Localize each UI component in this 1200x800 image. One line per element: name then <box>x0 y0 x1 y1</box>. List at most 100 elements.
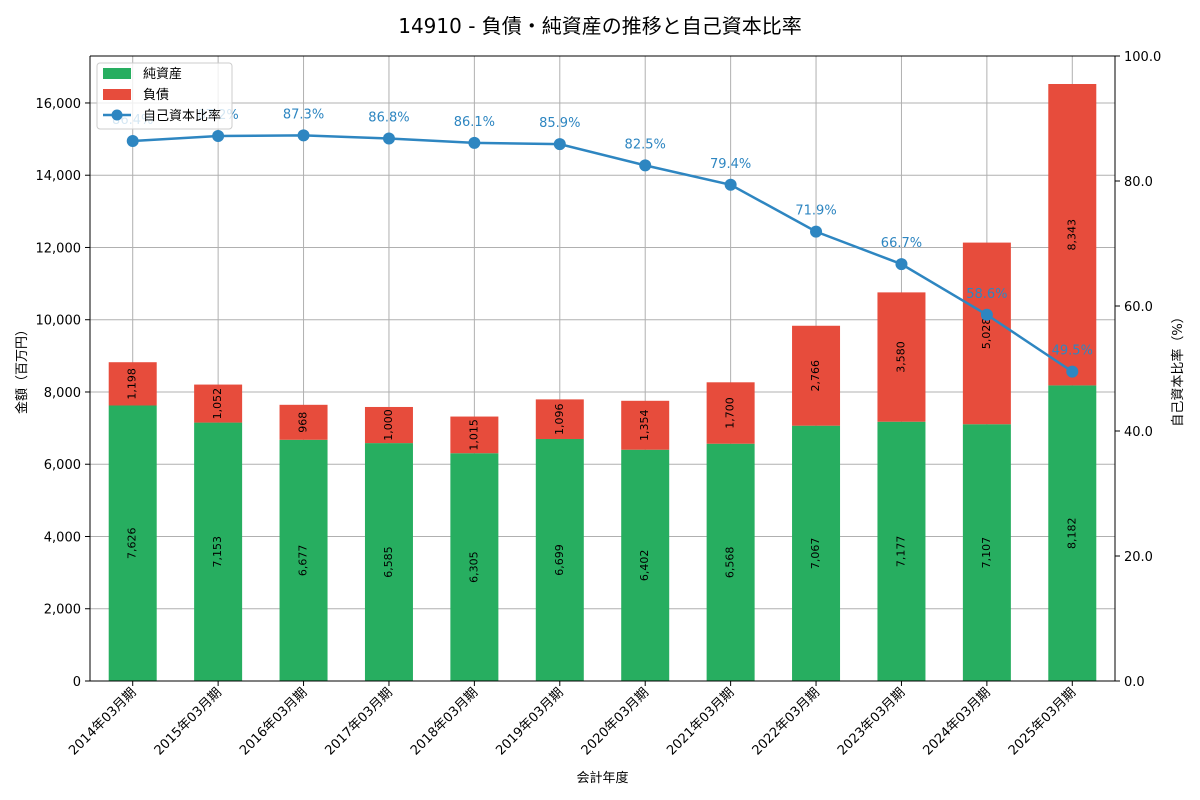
ratio-point <box>724 178 737 191</box>
legend-label-debt: 負債 <box>143 88 169 103</box>
x-tick-label: 2024年03月期 <box>920 685 993 758</box>
y-tick-label: 6,000 <box>44 458 81 473</box>
x-tick-label: 2018年03月期 <box>408 685 481 758</box>
bar-debt <box>108 362 157 406</box>
bar-equity <box>962 424 1011 681</box>
y-tick-label: 2,000 <box>44 603 81 618</box>
bar-label-debt: 1,096 <box>553 403 566 435</box>
bar-debt <box>450 416 499 454</box>
bar-equity <box>194 422 243 681</box>
bar-label-equity: 6,402 <box>638 550 651 582</box>
bar-equity <box>450 453 499 681</box>
bar-debt <box>535 399 584 439</box>
x-tick-label: 2020年03月期 <box>579 685 652 758</box>
bar-label-debt: 1,052 <box>211 388 224 420</box>
bar-debt <box>364 406 413 444</box>
bar-label-debt: 1,000 <box>382 409 395 441</box>
ratio-point <box>810 225 823 238</box>
bar-debt <box>706 382 755 444</box>
bar-equity <box>706 443 755 681</box>
ratio-label: 58.6% <box>966 287 1007 302</box>
bars <box>108 83 1097 681</box>
y-tick-label: 12,000 <box>36 241 82 256</box>
bar-label-equity: 7,177 <box>894 536 907 568</box>
legend-swatch-ratio-marker <box>111 109 123 121</box>
ratio-point <box>980 308 993 321</box>
x-tick-label: 2021年03月期 <box>664 685 737 758</box>
ratio-point <box>895 258 908 271</box>
y-tick-label: 10,000 <box>36 314 82 329</box>
bar-label-equity: 7,153 <box>211 536 224 568</box>
bar-label-debt: 1,354 <box>638 410 651 442</box>
bar-label-equity: 6,677 <box>297 545 310 577</box>
bar-label-debt: 3,580 <box>894 341 907 373</box>
x-tick-label: 2023年03月期 <box>835 685 908 758</box>
ratio-label: 85.9% <box>539 116 580 131</box>
bar-label-equity: 6,305 <box>467 551 480 583</box>
bar-debt <box>194 384 243 423</box>
ratio-label: 87.3% <box>283 107 324 122</box>
ratio-point <box>297 129 310 142</box>
legend-box <box>96 62 233 130</box>
y2-tick-label: 100.0 <box>1124 50 1161 65</box>
x-tick-label: 2022年03月期 <box>750 685 823 758</box>
ratio-label: 86.8% <box>368 111 409 126</box>
y2-axis-label: 自己資本比率（%） <box>1170 310 1186 426</box>
legend-label-ratio: 自己資本比率 <box>143 108 221 124</box>
bar-equity <box>1048 385 1097 681</box>
bar-label-debt: 1,700 <box>724 397 737 429</box>
bar-debt <box>621 400 670 450</box>
bar-label-equity: 6,585 <box>382 546 395 578</box>
ratio-point <box>639 159 652 172</box>
bar-label-debt: 2,766 <box>809 360 822 392</box>
bar-label-debt: 1,015 <box>467 419 480 451</box>
grid <box>90 56 1115 682</box>
y2-tick-label: 0.0 <box>1124 675 1145 690</box>
ratio-label: 82.5% <box>625 137 666 152</box>
ratio-point <box>212 130 225 142</box>
legend-swatch-debt <box>103 89 131 100</box>
chart-title: 14910 - 負債・純資産の推移と自己資本比率 <box>398 14 802 38</box>
x-tick-label: 2017年03月期 <box>323 685 396 758</box>
ratio-label: 79.4% <box>710 157 751 172</box>
y-tick-label: 8,000 <box>44 386 81 401</box>
x-tick-label: 2019年03月期 <box>493 685 566 758</box>
ratio-point <box>553 138 566 151</box>
bar-label-equity: 8,182 <box>1065 517 1078 549</box>
bar-equity <box>621 449 670 681</box>
bar-label-debt: 5,028 <box>980 318 993 350</box>
x-axis-label: 会計年度 <box>576 770 628 786</box>
ratio-point <box>468 136 481 149</box>
legend-swatch-equity <box>103 68 131 79</box>
ratio-label: 86.1% <box>454 115 495 130</box>
ratio-label: 71.9% <box>795 204 836 219</box>
bar-debt <box>962 242 1011 425</box>
bar-debt <box>877 292 926 422</box>
bar-equity <box>535 438 584 681</box>
legend-label-equity: 純資産 <box>143 66 182 82</box>
x-tick-label: 2015年03月期 <box>152 685 225 758</box>
y-tick-label: 4,000 <box>44 530 81 545</box>
y2-tick-label: 40.0 <box>1124 425 1153 440</box>
bar-label-debt: 968 <box>297 412 310 433</box>
y2-tick-label: 60.0 <box>1124 300 1153 315</box>
bar-equity <box>108 405 157 681</box>
ratio-label: 66.7% <box>881 236 922 251</box>
bar-label-equity: 6,699 <box>553 544 566 576</box>
bar-labels: 7,626 1,198 7,153 1,052 6,677 968 6,585 1,000 6,… <box>126 219 1079 583</box>
x-tick-label: 2016年03月期 <box>237 685 310 758</box>
bar-equity <box>279 439 328 681</box>
ratio-point <box>382 132 395 145</box>
bar-debt <box>1048 83 1097 386</box>
bar-debt <box>279 404 328 440</box>
bar-label-debt: 8,343 <box>1065 219 1078 251</box>
bar-debt <box>792 325 841 426</box>
y-axis-label: 金額（百万円） <box>14 323 30 414</box>
bar-label-equity: 7,067 <box>809 538 822 570</box>
bar-equity <box>792 425 841 681</box>
x-tick-label: 2025年03月期 <box>1006 685 1079 758</box>
y-tick-label: 16,000 <box>36 97 82 112</box>
ratio-label: 49.5% <box>1052 344 1093 359</box>
bar-label-equity: 7,626 <box>126 527 139 559</box>
